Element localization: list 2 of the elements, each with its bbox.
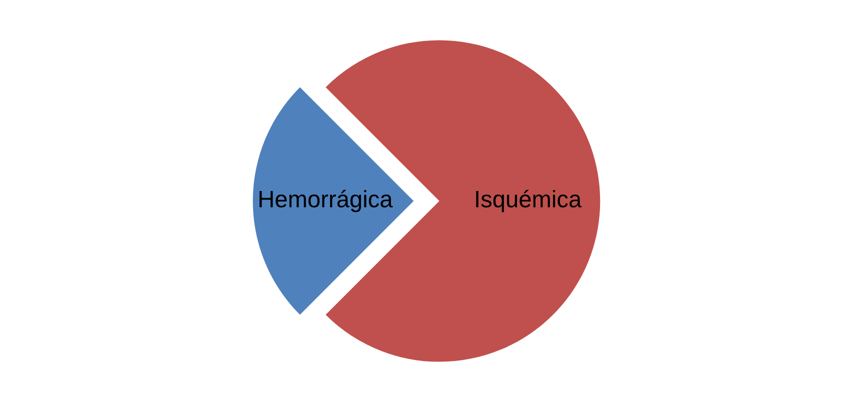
slice-label: Hemorrágica bbox=[260, 190, 393, 212]
slice-label: Isquémica bbox=[476, 190, 582, 212]
